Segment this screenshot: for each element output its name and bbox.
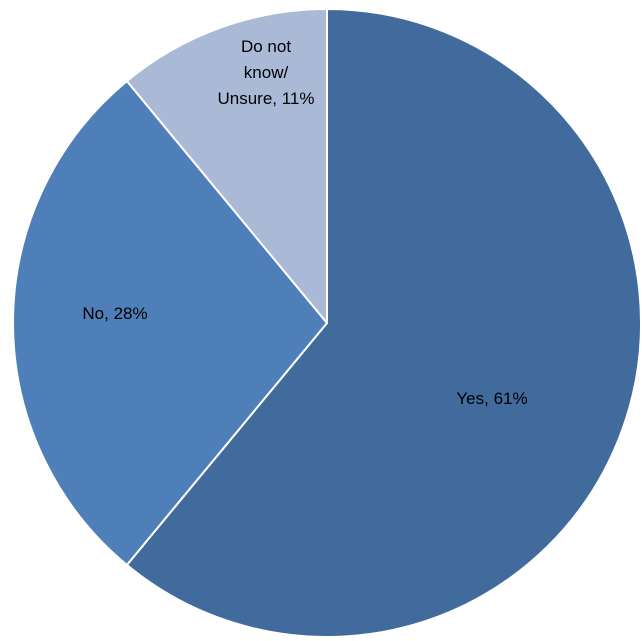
pie-label: Do not know/Unsure, 11% [217,37,314,108]
pie-label-line: Do not [241,37,291,56]
pie-label-line: know/ [244,63,289,82]
pie-labels: Yes, 61% No, 28% Do not know/Unsure, 11% [82,37,527,408]
pie-slice-do-not-know-unsure [125,8,328,324]
pie-label-line: Yes, 61% [456,389,527,408]
pie-label-line: Unsure, 11% [217,89,314,108]
pie-slices [12,8,642,638]
pie-slice-yes [125,8,642,638]
pie-slice-no [12,80,328,566]
pie-label: No, 28% [82,304,147,323]
pie-label: Yes, 61% [456,389,527,408]
pie-label-line: No, 28% [82,304,147,323]
